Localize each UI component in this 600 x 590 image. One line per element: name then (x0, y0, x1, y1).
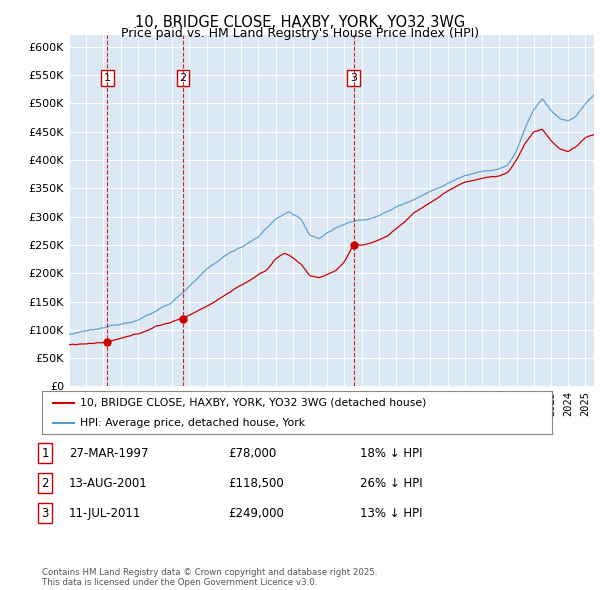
Text: 11-JUL-2011: 11-JUL-2011 (69, 507, 142, 520)
Text: 2: 2 (41, 477, 49, 490)
Text: 1: 1 (104, 73, 111, 83)
Text: 3: 3 (41, 507, 49, 520)
Text: 26% ↓ HPI: 26% ↓ HPI (360, 477, 422, 490)
Text: 10, BRIDGE CLOSE, HAXBY, YORK, YO32 3WG: 10, BRIDGE CLOSE, HAXBY, YORK, YO32 3WG (135, 15, 465, 30)
Text: £78,000: £78,000 (228, 447, 276, 460)
Text: 13-AUG-2001: 13-AUG-2001 (69, 477, 148, 490)
Text: 27-MAR-1997: 27-MAR-1997 (69, 447, 149, 460)
Text: 1: 1 (41, 447, 49, 460)
Text: £118,500: £118,500 (228, 477, 284, 490)
Text: 13% ↓ HPI: 13% ↓ HPI (360, 507, 422, 520)
Text: 18% ↓ HPI: 18% ↓ HPI (360, 447, 422, 460)
Text: 10, BRIDGE CLOSE, HAXBY, YORK, YO32 3WG (detached house): 10, BRIDGE CLOSE, HAXBY, YORK, YO32 3WG … (80, 398, 427, 408)
Text: 3: 3 (350, 73, 357, 83)
Text: £249,000: £249,000 (228, 507, 284, 520)
Text: Contains HM Land Registry data © Crown copyright and database right 2025.
This d: Contains HM Land Registry data © Crown c… (42, 568, 377, 587)
Text: 2: 2 (179, 73, 187, 83)
Text: Price paid vs. HM Land Registry's House Price Index (HPI): Price paid vs. HM Land Registry's House … (121, 27, 479, 40)
Text: HPI: Average price, detached house, York: HPI: Average price, detached house, York (80, 418, 305, 428)
